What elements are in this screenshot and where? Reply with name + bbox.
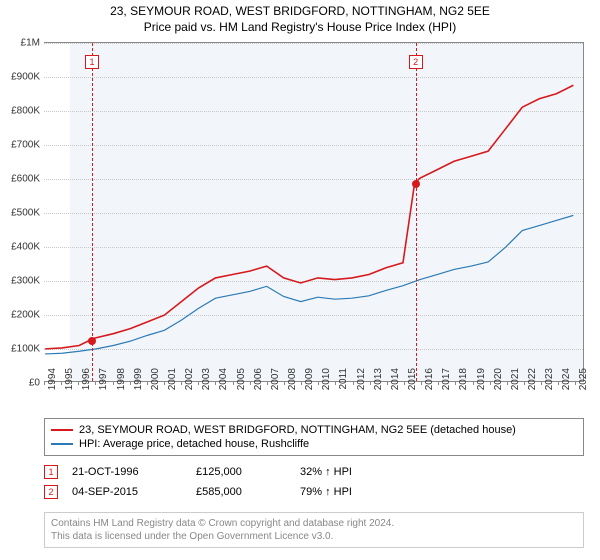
sale-date: 04-SEP-2015 — [72, 486, 182, 498]
x-tick — [421, 381, 422, 385]
y-axis-label: £200K — [2, 310, 40, 321]
x-tick — [335, 381, 336, 385]
x-tick — [507, 381, 508, 385]
legend-item: HPI: Average price, detached house, Rush… — [51, 437, 577, 451]
x-tick — [541, 381, 542, 385]
x-tick — [473, 381, 474, 385]
y-axis-label: £600K — [2, 174, 40, 185]
series-price_paid — [45, 85, 573, 349]
y-axis-label: £500K — [2, 208, 40, 219]
chart-title: 23, SEYMOUR ROAD, WEST BRIDGFORD, NOTTIN… — [0, 4, 600, 18]
series-hpi — [45, 215, 573, 354]
y-axis-label: £100K — [2, 344, 40, 355]
x-tick — [44, 381, 45, 385]
sale-date: 21-OCT-1996 — [72, 466, 182, 478]
marker-line — [416, 43, 417, 381]
sale-price: £125,000 — [196, 466, 286, 478]
x-tick — [250, 381, 251, 385]
y-axis-label: £900K — [2, 72, 40, 83]
sale-row: 1 21-OCT-1996 £125,000 32% ↑ HPI — [44, 462, 584, 482]
x-tick — [215, 381, 216, 385]
sales-block: 1 21-OCT-1996 £125,000 32% ↑ HPI 2 04-SE… — [44, 462, 584, 502]
title-block: 23, SEYMOUR ROAD, WEST BRIDGFORD, NOTTIN… — [0, 0, 600, 34]
sale-marker-box: 1 — [44, 465, 58, 479]
chart-lines — [44, 43, 583, 381]
x-tick — [318, 381, 319, 385]
x-tick — [404, 381, 405, 385]
chart-subtitle: Price paid vs. HM Land Registry's House … — [0, 20, 600, 34]
x-tick — [78, 381, 79, 385]
x-tick — [558, 381, 559, 385]
marker-line — [92, 43, 93, 381]
footer-line: Contains HM Land Registry data © Crown c… — [51, 517, 577, 530]
x-tick — [233, 381, 234, 385]
x-tick — [455, 381, 456, 385]
x-tick — [370, 381, 371, 385]
y-axis-label: £300K — [2, 276, 40, 287]
x-tick — [490, 381, 491, 385]
footer-line: This data is licensed under the Open Gov… — [51, 530, 577, 543]
legend-swatch — [51, 443, 73, 445]
x-tick — [575, 381, 576, 385]
sale-price: £585,000 — [196, 486, 286, 498]
y-axis-label: £0 — [2, 378, 40, 389]
legend-label: 23, SEYMOUR ROAD, WEST BRIDGFORD, NOTTIN… — [79, 424, 516, 436]
marker-dot — [412, 180, 420, 188]
x-tick — [95, 381, 96, 385]
footer: Contains HM Land Registry data © Crown c… — [44, 512, 584, 548]
legend-label: HPI: Average price, detached house, Rush… — [79, 438, 309, 450]
sale-hpi: 32% ↑ HPI — [300, 466, 390, 478]
y-axis-label: £800K — [2, 106, 40, 117]
x-tick — [147, 381, 148, 385]
x-tick — [181, 381, 182, 385]
chart-area: £0£100K£200K£300K£400K£500K£600K£700K£80… — [44, 42, 584, 382]
sale-hpi: 79% ↑ HPI — [300, 486, 390, 498]
x-tick — [438, 381, 439, 385]
legend-swatch — [51, 429, 73, 431]
x-tick — [130, 381, 131, 385]
y-axis-label: £400K — [2, 242, 40, 253]
x-tick — [284, 381, 285, 385]
marker-box: 1 — [85, 55, 99, 69]
x-tick — [164, 381, 165, 385]
x-tick — [387, 381, 388, 385]
sale-marker-box: 2 — [44, 485, 58, 499]
x-tick — [267, 381, 268, 385]
x-tick — [198, 381, 199, 385]
y-axis-label: £700K — [2, 140, 40, 151]
x-tick — [61, 381, 62, 385]
x-tick — [524, 381, 525, 385]
legend-item: 23, SEYMOUR ROAD, WEST BRIDGFORD, NOTTIN… — [51, 423, 577, 437]
y-axis-label: £1M — [2, 38, 40, 49]
marker-dot — [88, 337, 96, 345]
x-tick — [113, 381, 114, 385]
x-tick — [353, 381, 354, 385]
sale-row: 2 04-SEP-2015 £585,000 79% ↑ HPI — [44, 482, 584, 502]
legend: 23, SEYMOUR ROAD, WEST BRIDGFORD, NOTTIN… — [44, 418, 584, 456]
marker-box: 2 — [409, 55, 423, 69]
x-tick — [301, 381, 302, 385]
